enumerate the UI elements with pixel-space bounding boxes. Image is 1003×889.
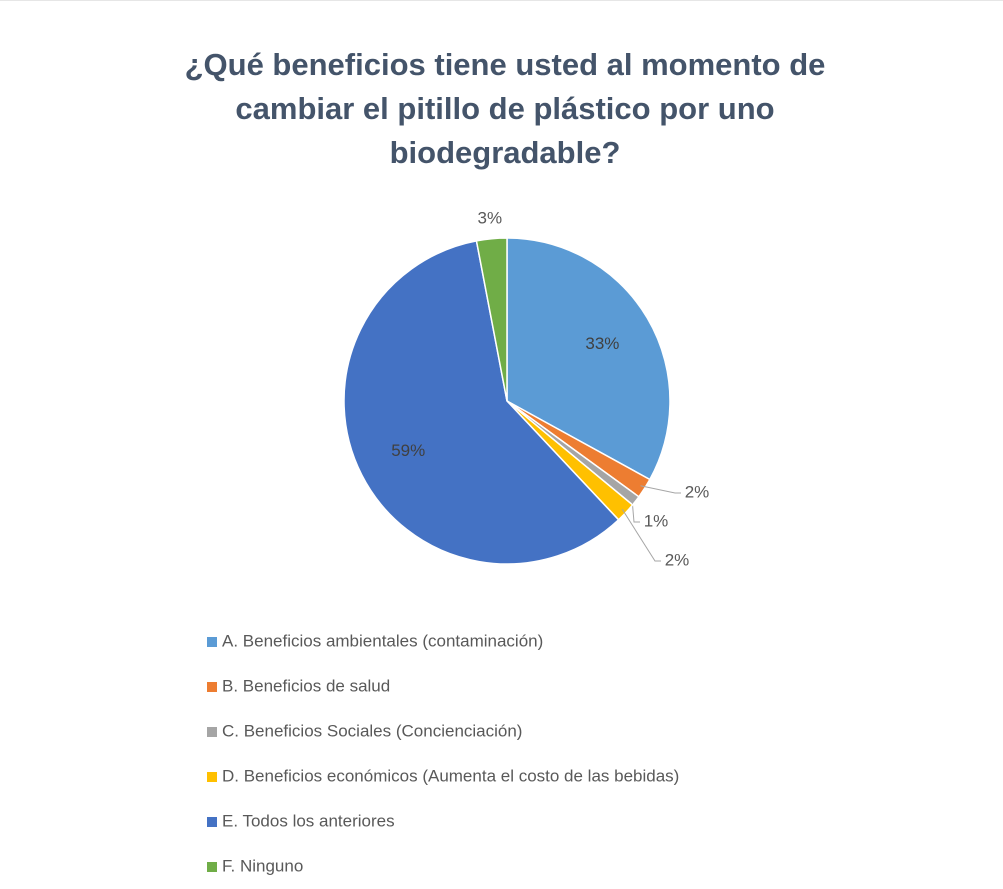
legend-swatch [207, 727, 217, 737]
legend-swatch [207, 682, 217, 692]
legend-label: A. Beneficios ambientales (contaminación… [222, 631, 543, 650]
data-label: 3% [477, 208, 502, 227]
data-label: 59% [391, 441, 425, 460]
data-label: 2% [665, 550, 690, 569]
legend-label: C. Beneficios Sociales (Concienciación) [222, 721, 522, 740]
legend-swatch [207, 862, 217, 872]
leader-line [640, 485, 681, 494]
legend-label: D. Beneficios económicos (Aumenta el cos… [222, 766, 679, 785]
data-label: 2% [685, 482, 710, 501]
legend-swatch [207, 772, 217, 782]
chart-title: ¿Qué beneficios tiene usted al momento d… [184, 47, 826, 170]
pie-slice [506, 237, 671, 481]
data-label: 33% [585, 334, 619, 353]
data-label: 1% [644, 511, 669, 530]
legend-swatch [207, 637, 217, 647]
pie-slice [475, 237, 508, 402]
leader-line [621, 508, 661, 562]
legend-label: E. Todos los anteriores [222, 811, 395, 830]
pie-slice [343, 240, 620, 565]
legend-swatch [207, 817, 217, 827]
legend-label: F. Ninguno [222, 856, 303, 875]
legend-label: B. Beneficios de salud [222, 676, 390, 695]
